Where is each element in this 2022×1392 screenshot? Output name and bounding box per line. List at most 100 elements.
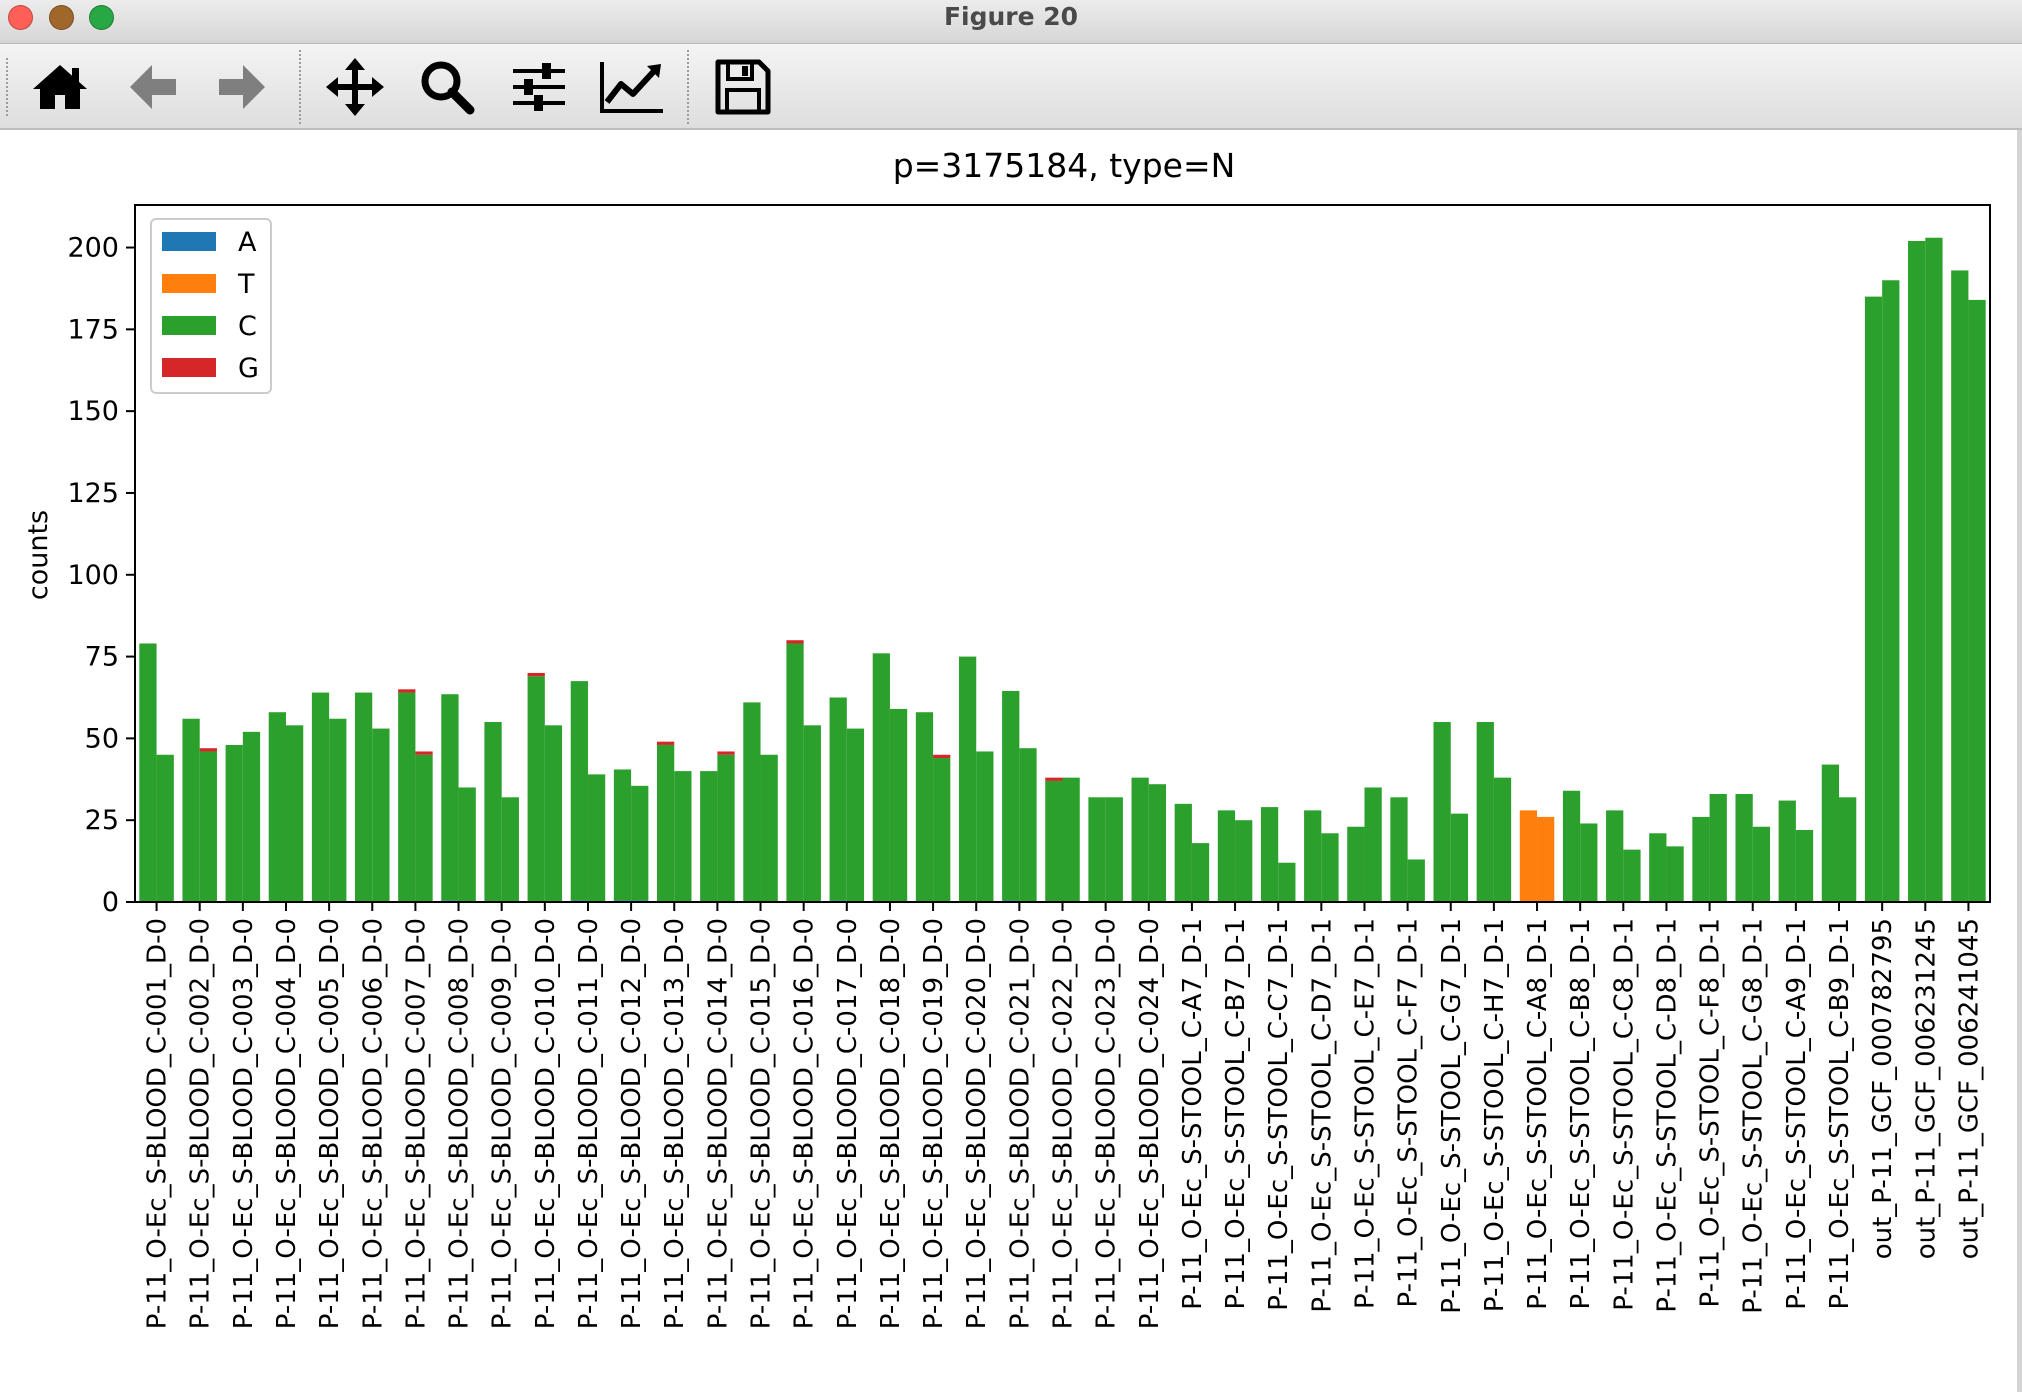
configure-subplots-button[interactable]	[502, 52, 576, 122]
forward-arrow-icon	[219, 65, 265, 109]
x-tick-label: P-11_O-Ec_S-STOOL_C-A9_D-1	[1782, 918, 1812, 1310]
bar-C-4-0	[311, 692, 330, 902]
y-axis-ticks: 0 25 50 75 100 125 150 175 200	[67, 233, 135, 918]
bar-C-0-1	[156, 754, 174, 902]
x-tick-label: P-11_O-Ec_S-BLOOD_C-003_D-0	[229, 918, 259, 1329]
bar-C-24-1	[1191, 843, 1210, 902]
x-tick-label: P-11_O-Ec_S-STOOL_C-D8_D-1	[1653, 918, 1683, 1313]
zoom-button[interactable]	[410, 52, 484, 122]
window-titlebar: Figure 20	[0, 0, 2022, 44]
forward-button[interactable]	[206, 52, 280, 122]
bar-C-34-0	[1606, 810, 1624, 902]
bar-C-22-1	[1105, 797, 1123, 902]
bar-C-25-1	[1235, 820, 1253, 902]
y-tick-label: 50	[85, 723, 119, 754]
back-button[interactable]	[115, 52, 189, 122]
x-tick-label: P-11_O-Ec_S-STOOL_C-D7_D-1	[1307, 918, 1337, 1313]
x-tick-label: P-11_O-Ec_S-BLOOD_C-002_D-0	[186, 918, 216, 1329]
bar-C-0-0	[139, 643, 157, 902]
pan-icon	[326, 58, 384, 116]
legend-label-C: C	[238, 311, 257, 342]
bar-G-9-0	[527, 672, 545, 677]
bar-C-27-0	[1304, 810, 1322, 902]
bar-C-18-1	[933, 758, 951, 902]
bar-C-12-0	[656, 744, 675, 902]
bar-C-15-1	[803, 725, 821, 902]
bar-G-13-1	[717, 751, 735, 755]
x-tick-label: P-11_O-Ec_S-BLOOD_C-016_D-0	[790, 918, 820, 1329]
bar-C-29-0	[1390, 797, 1408, 902]
toolbar-grip[interactable]	[6, 58, 8, 116]
x-tick-label: P-11_O-Ec_S-STOOL_C-G8_D-1	[1739, 918, 1769, 1314]
bar-C-13-0	[700, 771, 718, 902]
x-tick-label: P-11_O-Ec_S-BLOOD_C-019_D-0	[919, 918, 949, 1329]
minimize-window-button[interactable]	[49, 5, 74, 30]
x-tick-label: P-11_O-Ec_S-BLOOD_C-010_D-0	[531, 918, 561, 1329]
bar-C-38-0	[1778, 800, 1796, 902]
x-tick-label: P-11_O-Ec_S-BLOOD_C-014_D-0	[703, 918, 733, 1329]
y-tick-label: 75	[85, 642, 119, 673]
x-tick-label: P-11_O-Ec_S-BLOOD_C-009_D-0	[488, 918, 518, 1329]
edit-axis-button[interactable]	[595, 52, 669, 122]
legend-swatch-G	[162, 358, 216, 377]
bar-C-8-0	[484, 722, 502, 902]
bar-chart: p=3175184, type=N counts 0 25 50 75 100 125 15…	[23, 146, 1991, 1329]
x-tick-label: P-11_O-Ec_S-STOOL_C-A8_D-1	[1523, 918, 1553, 1310]
bar-G-1-1	[199, 748, 217, 752]
bar-G-12-0	[656, 741, 675, 745]
x-tick-label: P-11_O-Ec_S-STOOL_C-H7_D-1	[1480, 918, 1510, 1312]
bar-C-33-0	[1562, 790, 1581, 902]
x-tick-label: P-11_O-Ec_S-STOOL_C-F8_D-1	[1696, 918, 1726, 1308]
toolbar-separator	[299, 50, 301, 124]
bar-C-26-1	[1278, 862, 1296, 902]
bar-C-12-1	[674, 771, 692, 902]
zoom-window-button[interactable]	[89, 5, 114, 30]
x-tick-label: P-11_O-Ec_S-BLOOD_C-008_D-0	[445, 918, 475, 1329]
bar-C-16-1	[846, 728, 865, 902]
bar-C-13-1	[717, 754, 735, 902]
close-window-button[interactable]	[8, 5, 33, 30]
save-icon	[715, 59, 771, 115]
x-tick-label: P-11_O-Ec_S-BLOOD_C-012_D-0	[617, 918, 647, 1329]
y-tick-label: 100	[67, 560, 119, 591]
x-tick-label: P-11_O-Ec_S-STOOL_C-C8_D-1	[1609, 918, 1639, 1311]
bar-C-10-1	[587, 774, 606, 902]
bar-C-30-1	[1450, 813, 1469, 902]
toolbar-separator	[687, 50, 689, 124]
bar-C-8-1	[501, 797, 519, 902]
bar-C-37-0	[1735, 794, 1753, 902]
pan-button[interactable]	[318, 52, 392, 122]
bar-C-31-1	[1493, 777, 1512, 902]
x-tick-label: P-11_O-Ec_S-STOOL_C-F7_D-1	[1394, 918, 1424, 1308]
bar-C-10-0	[570, 681, 588, 901]
bar-C-11-1	[631, 785, 649, 901]
save-button[interactable]	[706, 52, 780, 122]
y-tick-label: 0	[102, 887, 119, 918]
chart-title: p=3175184, type=N	[893, 146, 1236, 185]
x-tick-label: P-11_O-Ec_S-BLOOD_C-006_D-0	[358, 918, 388, 1329]
back-arrow-icon	[130, 65, 176, 109]
x-tick-label: P-11_O-Ec_S-BLOOD_C-017_D-0	[833, 918, 863, 1329]
bar-T-32-0	[1519, 810, 1538, 902]
home-button[interactable]	[23, 52, 97, 122]
bar-C-7-0	[441, 694, 459, 901]
legend-swatch-C	[162, 316, 216, 335]
bar-C-39-0	[1821, 764, 1840, 902]
bars-group	[139, 237, 1986, 903]
bar-C-23-0	[1131, 777, 1149, 902]
x-tick-label: P-11_O-Ec_S-STOOL_C-C7_D-1	[1264, 918, 1294, 1311]
bar-C-34-1	[1623, 849, 1641, 902]
bar-C-6-1	[415, 754, 433, 902]
bar-C-22-0	[1088, 797, 1106, 902]
legend-label-T: T	[237, 269, 255, 300]
bar-C-6-0	[398, 692, 416, 902]
x-tick-label: P-11_O-Ec_S-BLOOD_C-024_D-0	[1135, 918, 1165, 1329]
bar-C-1-0	[182, 718, 200, 902]
bar-C-23-1	[1148, 784, 1167, 902]
bar-C-26-0	[1260, 807, 1279, 902]
x-tick-label: P-11_O-Ec_S-BLOOD_C-011_D-0	[574, 918, 604, 1329]
bar-C-19-1	[976, 751, 994, 902]
bar-C-11-0	[613, 769, 632, 901]
bar-C-24-0	[1174, 803, 1192, 902]
legend-box	[150, 218, 272, 394]
